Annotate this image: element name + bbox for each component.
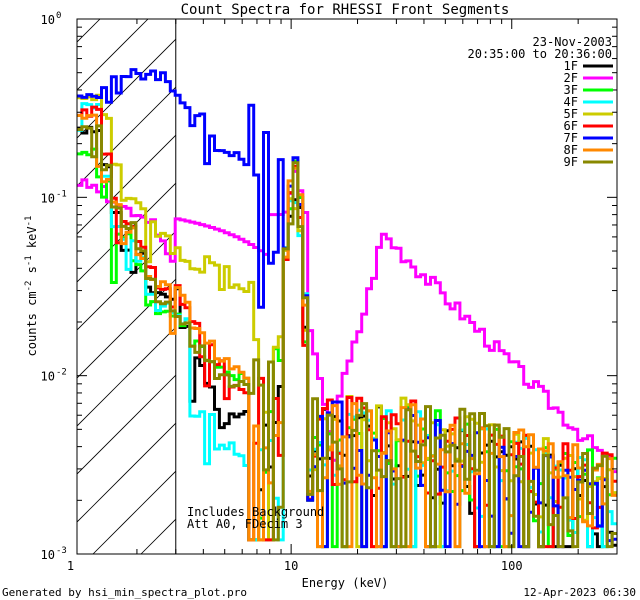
x-tick-label: 10	[284, 559, 298, 573]
hatch-line	[77, 19, 149, 91]
hatch-line	[77, 230, 176, 331]
plot-frame	[76, 18, 618, 555]
x-tick-labels: 1 10 100	[67, 559, 523, 573]
date-label: 23-Nov-2003	[533, 35, 612, 49]
y-tick-exponent: -3	[56, 546, 67, 556]
y-tick-label: 10	[41, 191, 55, 205]
y-tick-exponent: -2	[56, 368, 67, 378]
x-tick-label: 1	[67, 559, 74, 573]
chart-title: Count Spectra for RHESSI Front Segments	[181, 2, 510, 18]
y-tick-exponent: -1	[56, 189, 67, 199]
legend-label-7F: 7F	[564, 131, 578, 145]
hatch-line	[237, 0, 640, 554]
hatch-line	[77, 422, 176, 523]
hatch-line	[77, 182, 176, 283]
annotation-background: Includes Background	[187, 505, 324, 519]
legend-label-1F: 1F	[564, 59, 578, 73]
axis-ticks	[77, 18, 618, 555]
legend-label-4F: 4F	[564, 95, 578, 109]
series-2F	[77, 169, 617, 474]
y-axis-label: counts cm-2 s-1 keV-1	[24, 216, 39, 357]
hatch-line	[77, 19, 101, 43]
y-tick-label: 10	[41, 548, 55, 562]
series-9F	[77, 124, 617, 549]
annotation-attenuator: Att A0, FDecim 3	[187, 517, 303, 531]
legend-label-8F: 8F	[564, 143, 578, 157]
hatch-line	[77, 374, 176, 475]
footer-generated-by: Generated by hsi_min_spectra_plot.pro	[2, 586, 247, 599]
legend-label-5F: 5F	[564, 107, 578, 121]
x-axis-label: Energy (keV)	[302, 576, 389, 590]
hatch-line	[77, 38, 176, 139]
series-lines	[77, 68, 617, 549]
legend-label-3F: 3F	[564, 83, 578, 97]
y-tick-label: 10	[41, 370, 55, 384]
y-tick-label: 10	[41, 13, 55, 27]
legend-label-6F: 6F	[564, 119, 578, 133]
time-range-label: 20:35:00 to 20:36:00	[468, 47, 613, 61]
x-tick-label: 100	[501, 559, 523, 573]
legend-label-9F: 9F	[564, 155, 578, 169]
footer-timestamp: 12-Apr-2023 06:30	[523, 586, 636, 599]
legend-label-2F: 2F	[564, 71, 578, 85]
y-tick-exponent: 0	[56, 11, 61, 21]
